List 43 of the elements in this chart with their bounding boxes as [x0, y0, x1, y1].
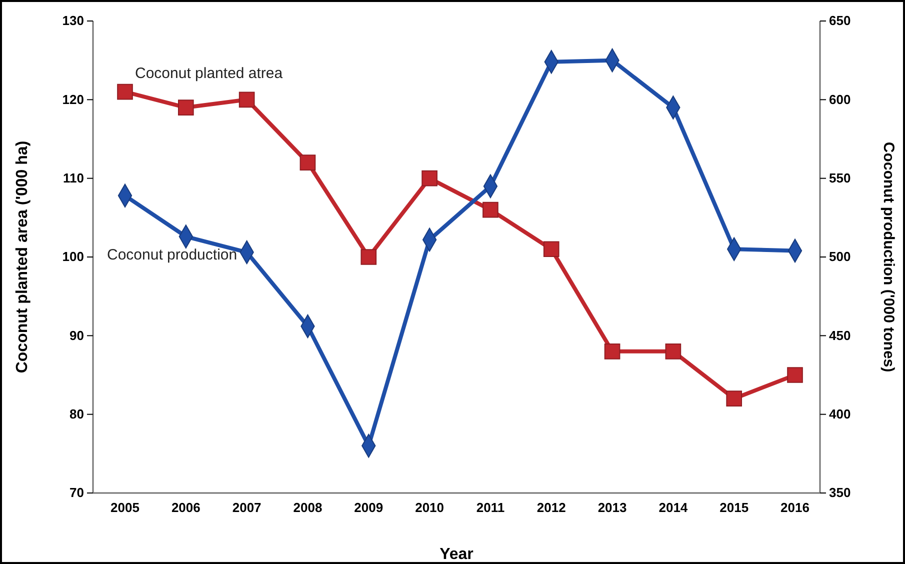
y2-tick-label: 350 [829, 485, 851, 500]
x-tick-label: 2011 [476, 500, 505, 516]
y2-tick-label: 650 [829, 13, 851, 28]
point [360, 249, 377, 265]
y2-tick-label: 550 [829, 170, 851, 186]
x-tick-label: 2009 [354, 500, 384, 516]
x-tick-label: 2005 [110, 500, 140, 516]
x-tick-label: 2016 [780, 500, 810, 516]
y2-tick-label: 500 [829, 249, 851, 264]
x-tick-label: 2014 [658, 500, 688, 516]
y-axis-title: Coconut planted area ('000 ha) [14, 140, 31, 374]
point [300, 154, 316, 171]
point [787, 367, 803, 383]
y-tick-label: 80 [70, 406, 84, 422]
y2-axis-title: Coconut production ('000 tones) [880, 142, 897, 372]
x-tick-label: 2006 [171, 500, 200, 516]
point [604, 343, 620, 360]
point [238, 92, 255, 108]
point [482, 202, 498, 218]
series-label: Coconut planted atrea [135, 64, 284, 82]
point [178, 100, 194, 116]
point [726, 390, 742, 407]
point [422, 170, 438, 186]
y2-tick-label: 600 [829, 92, 851, 107]
y-tick-label: 90 [70, 328, 84, 343]
series-label: Coconut production [107, 246, 238, 264]
y-tick-label: 110 [63, 170, 84, 186]
y-tick-label: 70 [70, 485, 84, 500]
x-axis-title: Year [440, 546, 474, 563]
y2-tick-label: 400 [829, 406, 851, 422]
y-tick-label: 130 [62, 13, 84, 28]
x-tick-label: 2007 [232, 500, 262, 516]
x-tick-label: 2013 [598, 500, 627, 516]
y-tick-label: 120 [62, 92, 84, 107]
y2-tick-label: 450 [829, 328, 851, 343]
x-tick-label: 2008 [293, 500, 322, 516]
x-tick-label: 2012 [536, 500, 566, 516]
y-tick-label: 100 [62, 249, 84, 264]
point [665, 343, 682, 360]
x-tick-label: 2010 [415, 500, 444, 516]
point [117, 84, 133, 100]
x-tick-label: 2015 [720, 500, 749, 516]
point [543, 241, 560, 258]
